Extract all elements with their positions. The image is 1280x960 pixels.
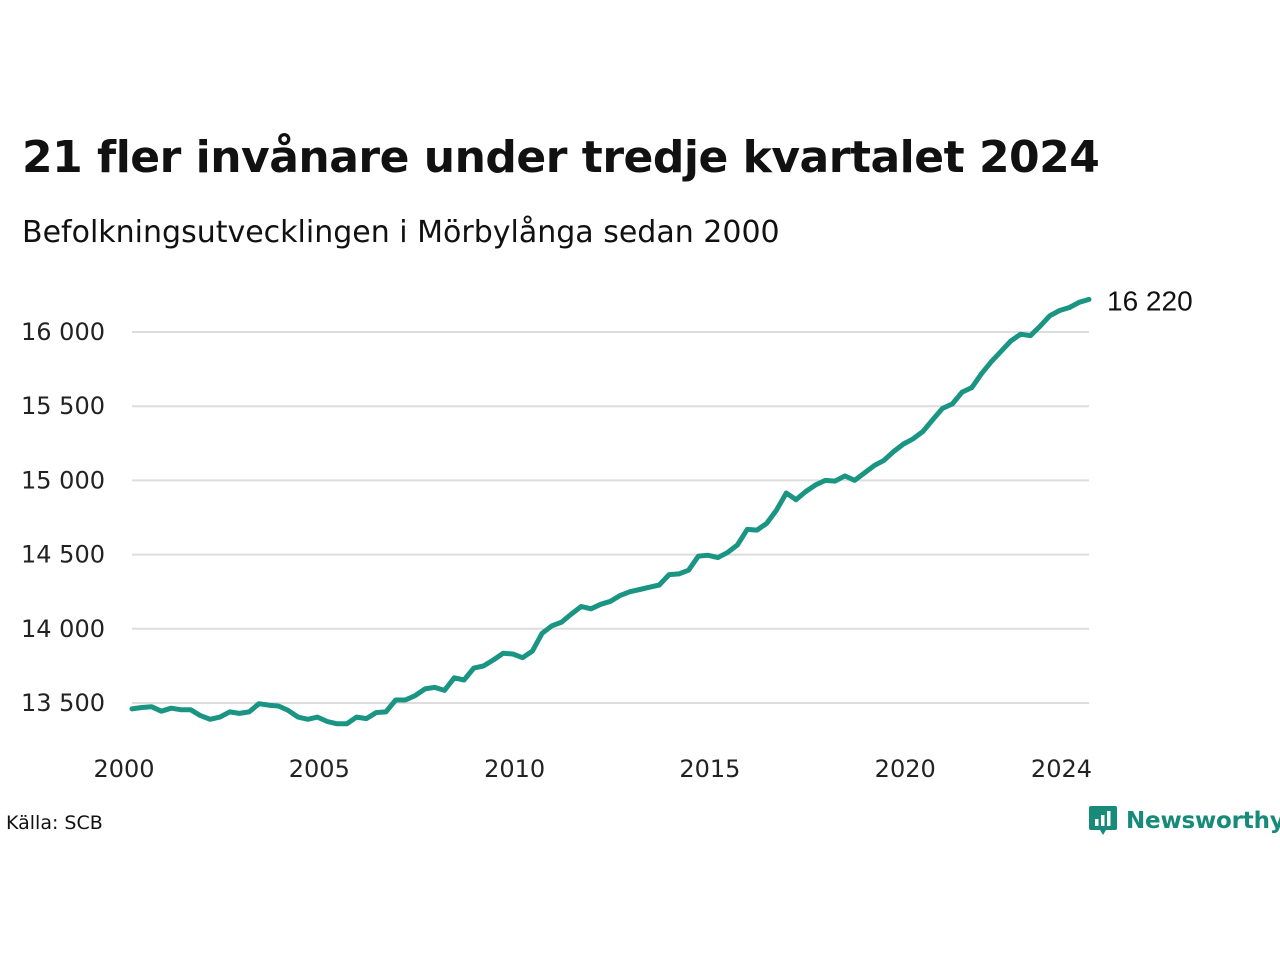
source-note: Källa: SCB (6, 812, 103, 834)
x-tick-label: 2000 (93, 755, 154, 783)
series-group (129, 296, 1092, 727)
y-axis-labels: 13 500 14 000 14 500 15 000 15 500 16 000 (21, 318, 105, 717)
population-line (129, 296, 1092, 727)
newsworthy-logo-icon (1089, 806, 1117, 835)
y-tick-label: 14 500 (21, 541, 105, 569)
gridlines (132, 331, 1089, 704)
x-tick-label: 2015 (679, 755, 740, 783)
brand-name: Newsworthy (1126, 808, 1280, 834)
y-tick-label: 14 000 (21, 615, 105, 643)
end-value-label: 16 220 (1107, 285, 1193, 316)
y-tick-label: 15 000 (21, 466, 105, 494)
y-tick-label: 16 000 (21, 318, 105, 346)
x-tick-label: 2024 (1031, 755, 1092, 783)
x-tick-label: 2005 (289, 755, 350, 783)
x-axis-labels: 2000 2005 2010 2015 2020 2024 (93, 755, 1092, 783)
x-tick-label: 2010 (484, 755, 545, 783)
end-label-group: 16 220 (1107, 285, 1193, 316)
chart-subtitle: Befolkningsutvecklingen i Mörbylånga sed… (22, 215, 780, 250)
chart-title: 21 fler invånare under tredje kvartalet … (22, 132, 1100, 183)
y-tick-label: 13 500 (21, 689, 105, 717)
brand-logo: Newsworthy (1088, 804, 1280, 838)
y-tick-label: 15 500 (21, 392, 105, 420)
x-tick-label: 2020 (875, 755, 936, 783)
